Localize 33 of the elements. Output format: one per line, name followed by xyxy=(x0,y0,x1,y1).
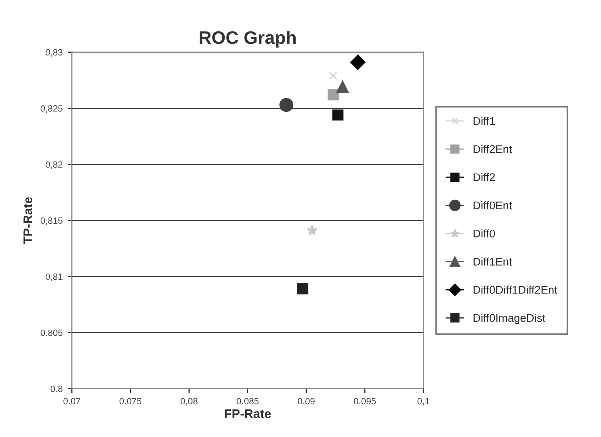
y-axis-title: TP-Rate xyxy=(24,197,32,244)
y-tick-label: 0,825 xyxy=(40,105,63,113)
y-tick-label: 0.805 xyxy=(40,330,63,336)
x-tick-label: 0.07 xyxy=(64,398,80,405)
chart-title: ROC Graph xyxy=(200,31,296,48)
y-tick-label: 0,83 xyxy=(46,49,63,57)
x-tick-label: 0.085 xyxy=(236,398,259,405)
x-tick-label: 0,08 xyxy=(180,398,198,406)
legend-label: Diff1 xyxy=(474,117,496,126)
legend-label: Diff2Ent xyxy=(474,145,512,154)
point xyxy=(329,72,338,80)
y-tick-label: 0,81 xyxy=(46,274,63,282)
point xyxy=(297,284,309,295)
legend-label: Diff0ImageDist xyxy=(474,314,546,324)
y-tick-label: 0,815 xyxy=(40,218,63,226)
x-axis-title: FP-Rate xyxy=(225,410,272,418)
y-tick-label: 0.8 xyxy=(50,386,63,392)
point xyxy=(332,110,344,121)
legend-label: Diff0 xyxy=(474,230,496,238)
point xyxy=(280,98,294,112)
legend-label: Diff0Diff1Diff2Ent xyxy=(474,286,558,294)
point xyxy=(350,54,366,70)
x-tick-label: 0.075 xyxy=(120,398,142,405)
x-tick-label: 0,095 xyxy=(354,398,376,406)
x-tick-label: 0,1 xyxy=(418,398,430,406)
point xyxy=(328,90,340,101)
legend-label: Diff0Ent xyxy=(474,201,512,210)
point xyxy=(336,80,350,94)
y-tick-label: 0,82 xyxy=(46,162,63,170)
legend-label: Diff1Ent xyxy=(474,258,512,266)
x-tick-label: 0.09 xyxy=(298,398,315,405)
point xyxy=(307,225,318,236)
legend-label: Diff2 xyxy=(474,173,496,182)
